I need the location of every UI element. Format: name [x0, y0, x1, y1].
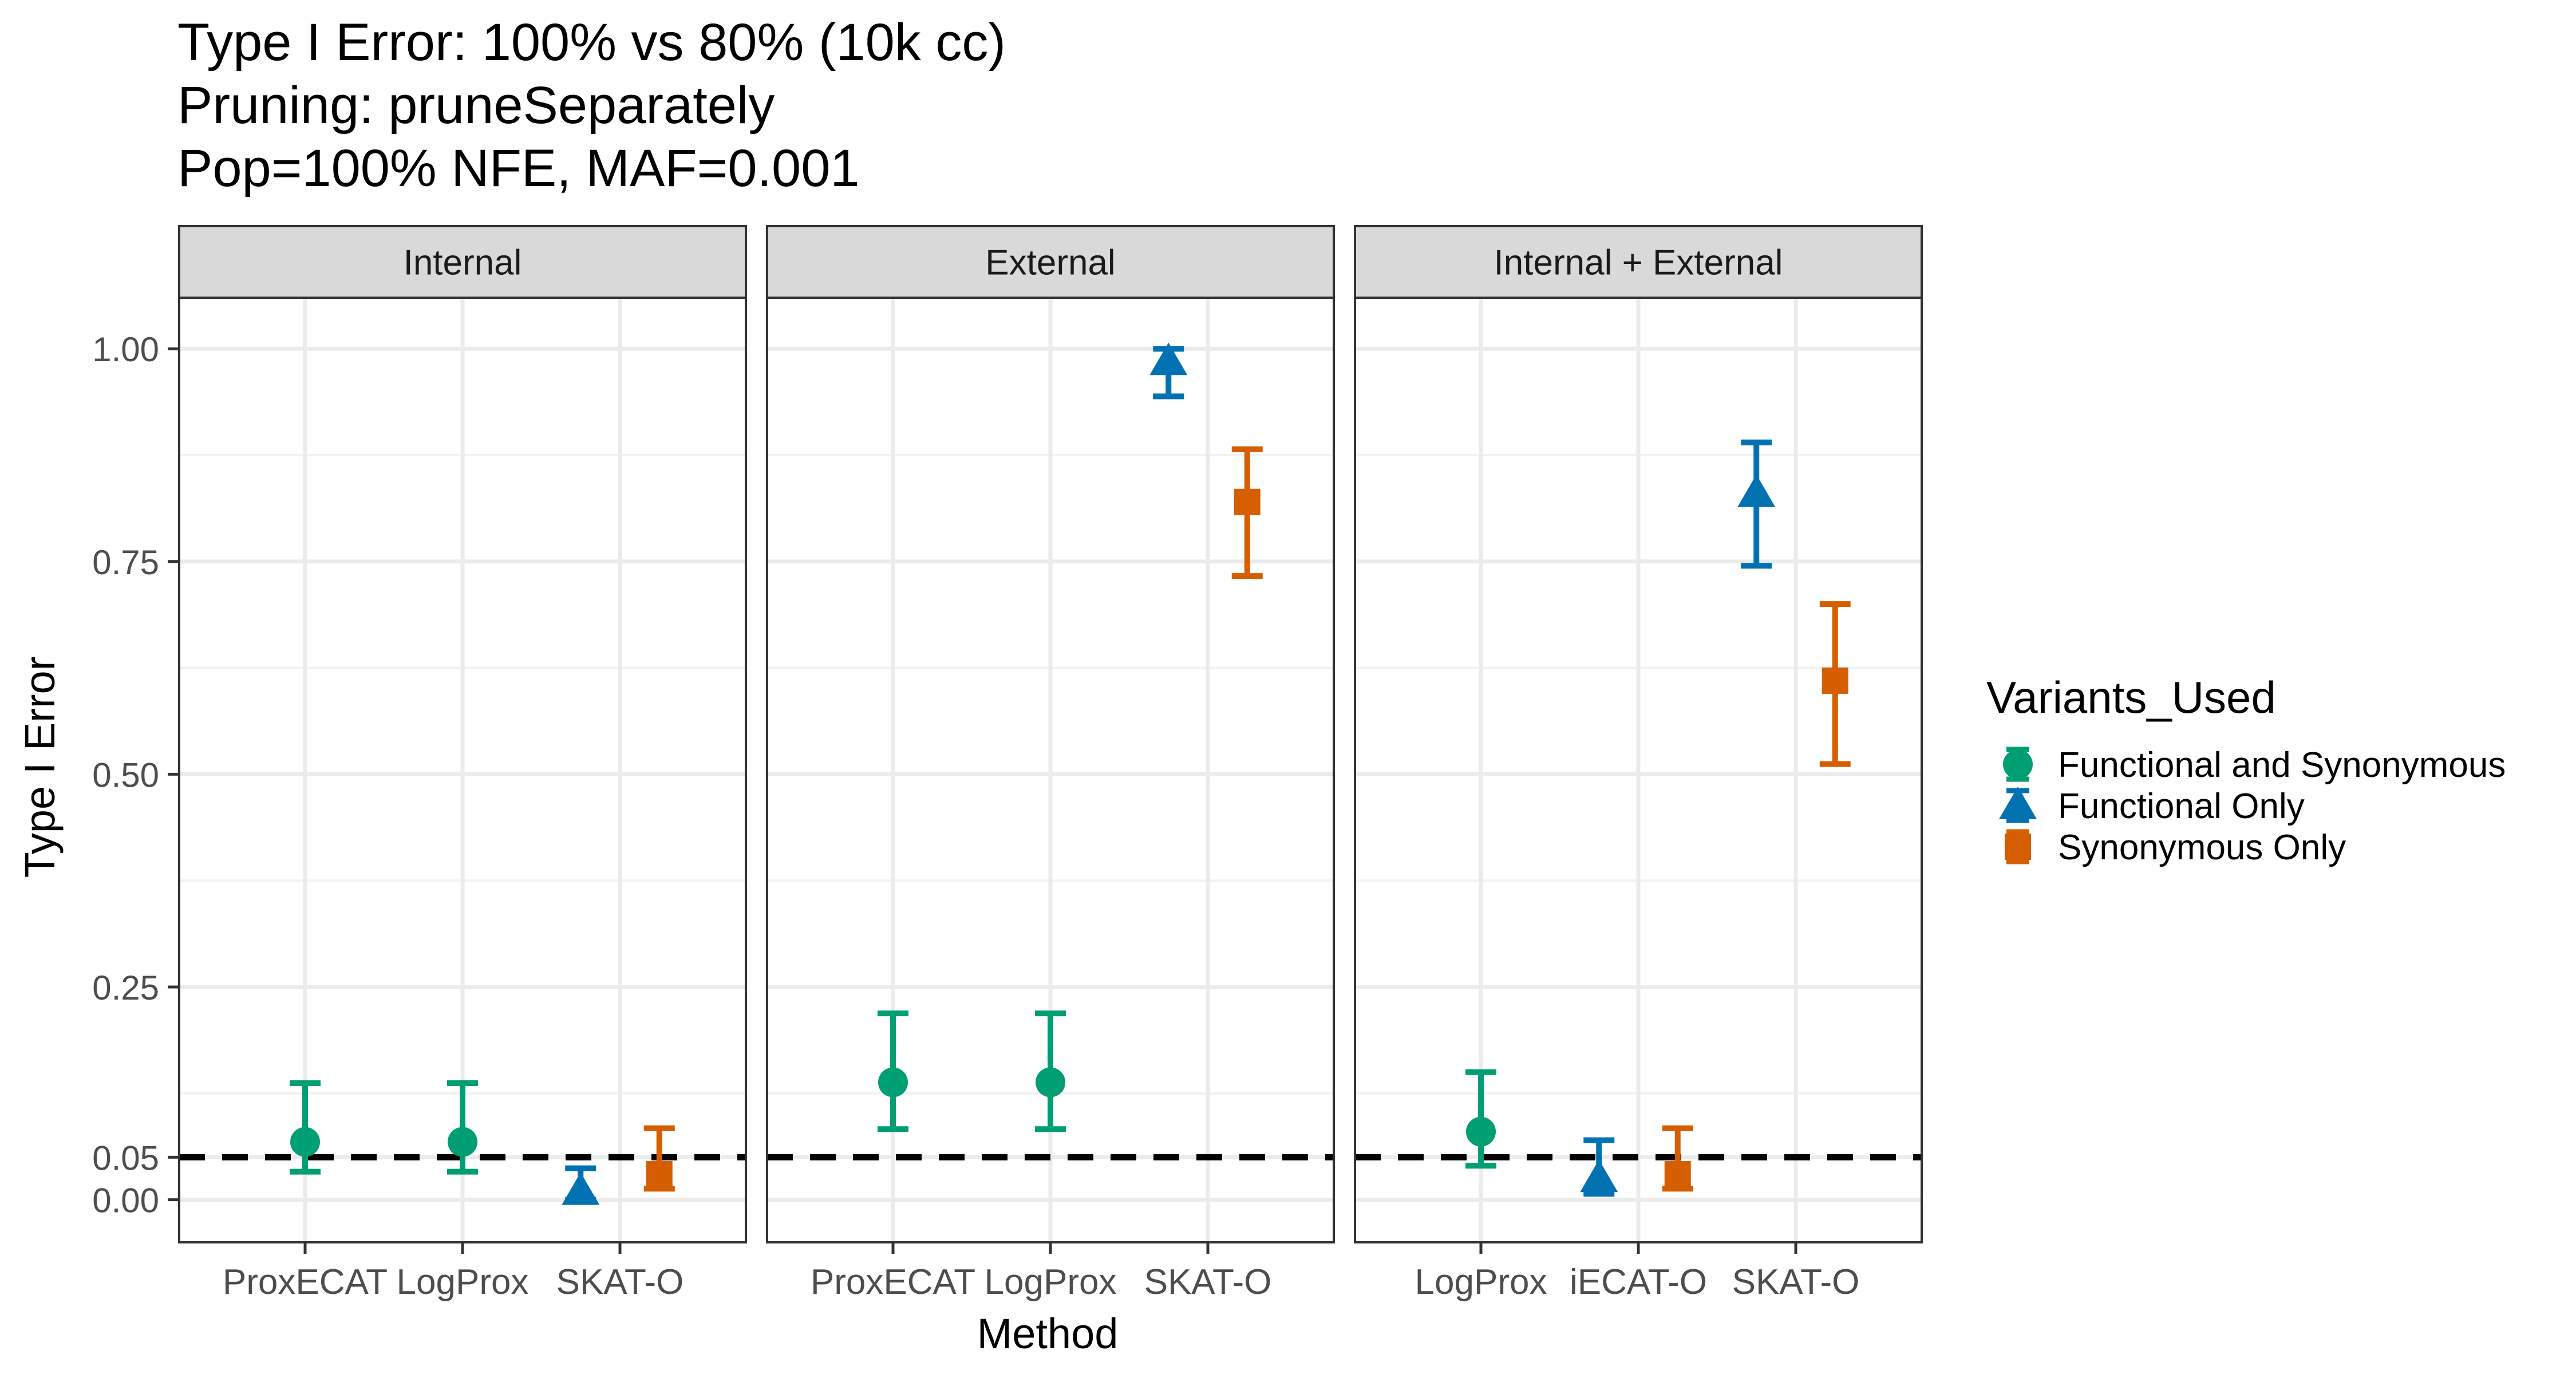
data-point-proxecat-functional-and-synonymous	[290, 1080, 321, 1175]
panel-internal: Internal ProxECAT LogProx SKAT-O	[178, 225, 747, 1302]
point-marker	[290, 1127, 320, 1157]
data-point-skat-o-synonymous-only	[1819, 601, 1851, 767]
point-marker	[448, 1127, 477, 1157]
point-marker	[1664, 1161, 1691, 1188]
data-point-skat-o-synonymous-only	[1231, 446, 1263, 579]
x-tick-label: LogProx	[1415, 1262, 1547, 1302]
chart-title-line-3: Pop=100% NFE, MAF=0.001	[177, 139, 860, 198]
legend: Variants_Used Functional and SynonymousF…	[1986, 672, 2506, 867]
y-tick-label: 0.00	[92, 1182, 159, 1220]
panel-strip-label: Internal	[404, 243, 522, 283]
y-tick-label: 0.05	[92, 1139, 159, 1177]
panel-strip	[766, 225, 1335, 299]
point-marker	[1466, 1116, 1496, 1147]
legend-label: Functional and Synonymous	[2058, 745, 2506, 785]
point-marker	[1036, 1067, 1065, 1097]
data-point-skat-o-functional-only	[1149, 342, 1188, 400]
chart-title-line-2: Pruning: pruneSeparately	[177, 76, 775, 135]
y-tick-label: 0.50	[92, 756, 159, 794]
data-point-logprox-functional-and-synonymous	[1465, 1069, 1496, 1169]
point-marker	[562, 1172, 600, 1205]
panel-strip-label: Internal + External	[1494, 243, 1783, 283]
legend-item-synonymous-only: Synonymous Only	[2005, 828, 2346, 867]
data-point-skat-o-functional-only	[1737, 439, 1776, 569]
data-point-iecat-o-synonymous-only	[1662, 1125, 1693, 1192]
panel-strip-label: External	[985, 243, 1115, 283]
data-point-proxecat-functional-and-synonymous	[878, 1010, 908, 1132]
x-tick-label: LogProx	[397, 1262, 529, 1302]
y-axis: 0.00 0.05 0.25 0.50 0.75 1.00	[92, 330, 179, 1220]
y-axis-title: Type I Error	[16, 657, 64, 878]
data-point-skat-o-functional-only	[562, 1165, 600, 1205]
y-tick-label: 0.75	[92, 543, 159, 582]
x-tick-label: ProxECAT	[223, 1262, 388, 1302]
x-tick-label: SKAT-O	[556, 1262, 684, 1302]
point-marker	[1822, 667, 1848, 694]
x-tick-label: LogProx	[985, 1262, 1117, 1302]
y-tick-label: 0.25	[92, 969, 159, 1007]
point-marker	[1234, 488, 1261, 515]
point-marker	[1149, 342, 1188, 376]
y-tick-label: 1.00	[92, 330, 159, 369]
panel-strip	[178, 225, 747, 299]
x-tick-label: iECAT-O	[1570, 1262, 1707, 1302]
legend-title: Variants_Used	[1986, 672, 2276, 722]
legend-item-functional-and-synonymous: Functional and Synonymous	[2003, 745, 2506, 785]
data-point-logprox-functional-and-synonymous	[1035, 1010, 1066, 1132]
legend-key-marker	[2005, 834, 2031, 860]
panel-internal-external: Internal + External LogProx iECAT-O SKAT-O	[1354, 225, 1923, 1302]
x-tick-label: SKAT-O	[1732, 1262, 1860, 1302]
x-tick-label: SKAT-O	[1144, 1262, 1272, 1302]
chart-title-line-1: Type I Error: 100% vs 80% (10k cc)	[177, 13, 1006, 72]
panel-strip	[1354, 225, 1923, 299]
legend-label: Functional Only	[2058, 787, 2305, 826]
point-marker	[1580, 1159, 1618, 1193]
point-marker	[878, 1067, 908, 1097]
legend-key-marker	[2003, 749, 2033, 779]
data-point-iecat-o-functional-only	[1580, 1137, 1618, 1197]
data-point-logprox-functional-and-synonymous	[447, 1080, 478, 1175]
data-point-skat-o-synonymous-only	[643, 1125, 675, 1192]
legend-item-functional-only: Functional Only	[1999, 787, 2305, 826]
legend-label: Synonymous Only	[2058, 828, 2346, 867]
legend-key-marker	[1999, 787, 2037, 819]
panel-external: External ProxECAT LogProx SKAT-O	[766, 225, 1335, 1302]
point-marker	[1737, 474, 1776, 507]
point-marker	[646, 1161, 673, 1188]
x-tick-label: ProxECAT	[811, 1262, 975, 1302]
x-axis-title: Method	[977, 1310, 1119, 1357]
